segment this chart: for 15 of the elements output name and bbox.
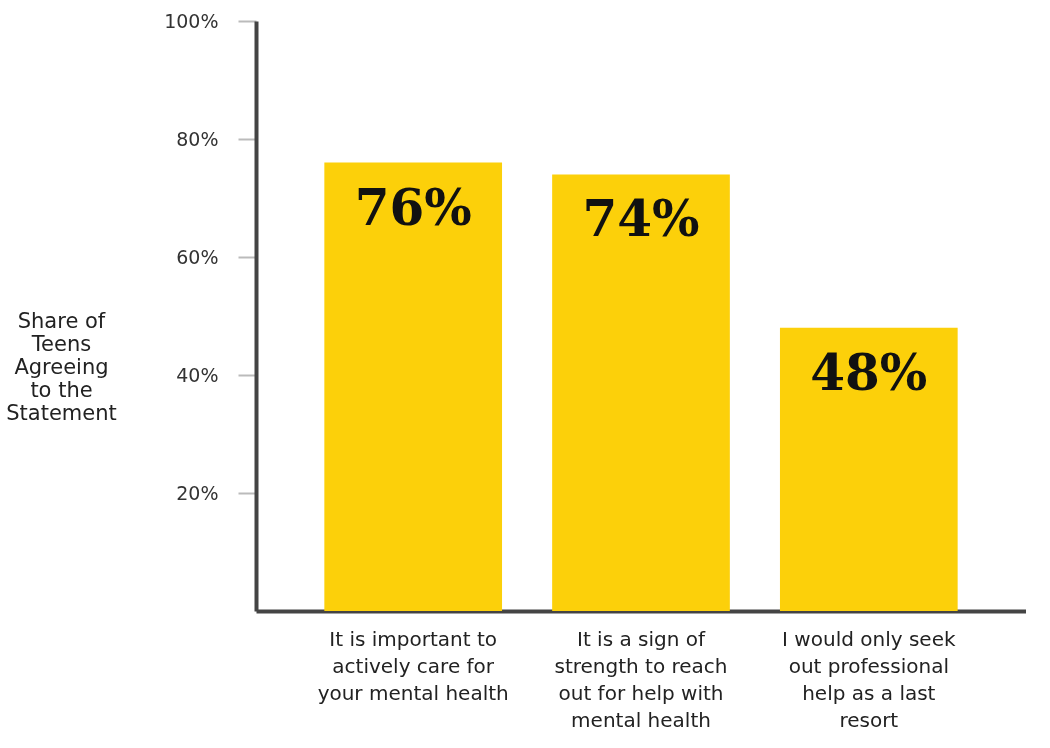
x-tick-label: It is a sign of strength to reach out for help with mental health	[554, 626, 728, 732]
x-tick-label: It is important to actively care for your mental health	[317, 626, 509, 705]
data-label: 76%	[354, 177, 472, 237]
bar	[779, 327, 958, 611]
y-tick-label: 100%	[164, 9, 219, 32]
data-label: 48%	[810, 342, 928, 402]
y-tick-label: 20%	[176, 481, 219, 504]
y-tick-label: 60%	[176, 245, 219, 268]
y-axis-title: Share of Teens Agreeing to the Statement	[6, 308, 117, 425]
bar	[552, 174, 730, 611]
bar	[324, 162, 503, 611]
y-tick-label: 40%	[176, 363, 219, 386]
data-label: 74%	[582, 189, 700, 249]
x-tick-label: I would only seek out professional help as a last resort	[782, 626, 956, 732]
y-tick-label: 80%	[176, 127, 219, 150]
